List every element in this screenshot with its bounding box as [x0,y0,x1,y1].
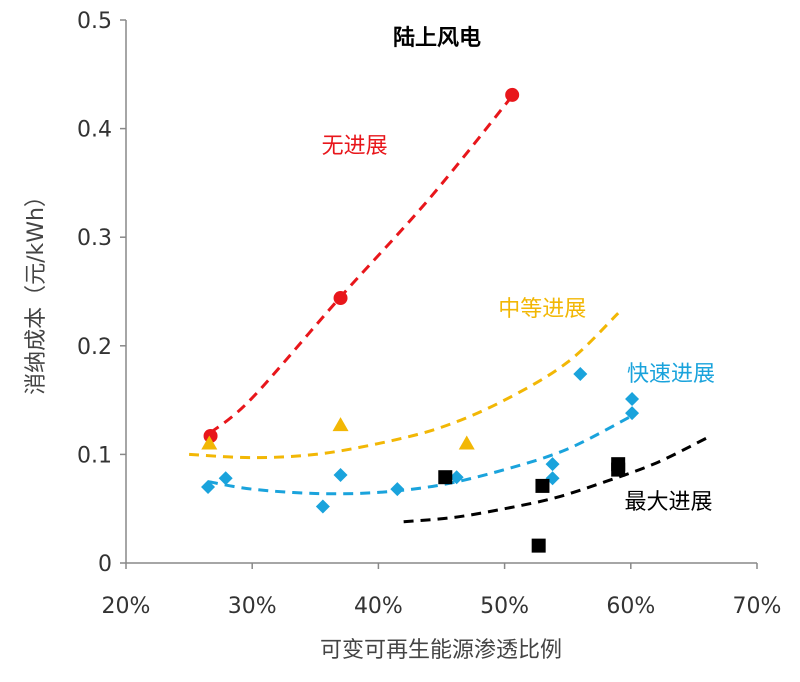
series-annotation: 中等进展 [498,297,586,322]
data-point-diamond [218,471,233,486]
data-point-triangle [458,435,475,450]
data-point-triangle [332,417,349,432]
x-tick-label: 70% [733,594,782,619]
trendline-3 [403,436,708,524]
data-point-triangle [201,435,218,450]
x-tick-label: 40% [354,594,403,619]
x-tick-label: 20% [102,594,151,619]
series-annotation: 最大进展 [624,490,712,515]
series-annotation: 无进展 [322,134,388,159]
series-annotation: 快速进展 [627,362,715,387]
data-point-square [438,470,453,485]
x-tick-label: 60% [606,594,655,619]
data-point-circle [333,291,348,306]
trendline-1 [189,312,620,460]
y-tick-label: 0.2 [77,335,112,360]
data-point-diamond [625,406,640,421]
y-tick-label: 0.4 [77,118,112,143]
y-tick-label: 0.5 [77,9,112,34]
data-point-diamond [333,468,348,483]
x-tick-label: 30% [228,594,277,619]
data-point-square [531,538,546,553]
y-tick-label: 0 [98,552,112,577]
data-point-diamond [625,392,640,407]
trendline-2 [207,415,632,496]
x-axis-label: 可变可再生能源渗透比例 [320,638,562,663]
data-point-diamond [545,457,560,472]
y-axis-label: 消纳成本（元/kWh） [24,185,49,395]
chart-title: 陆上风电 [393,26,481,51]
data-point-diamond [390,482,405,497]
data-point-square [611,462,626,477]
x-tick-label: 50% [480,594,529,619]
data-point-diamond [573,367,588,382]
data-point-circle [203,428,218,443]
y-tick-label: 0.3 [77,226,112,251]
data-point-diamond [449,470,464,485]
data-point-diamond [201,479,216,494]
data-point-square [535,478,550,493]
data-point-diamond [315,499,330,514]
y-tick-label: 0.1 [77,443,112,468]
data-point-circle [505,87,520,102]
